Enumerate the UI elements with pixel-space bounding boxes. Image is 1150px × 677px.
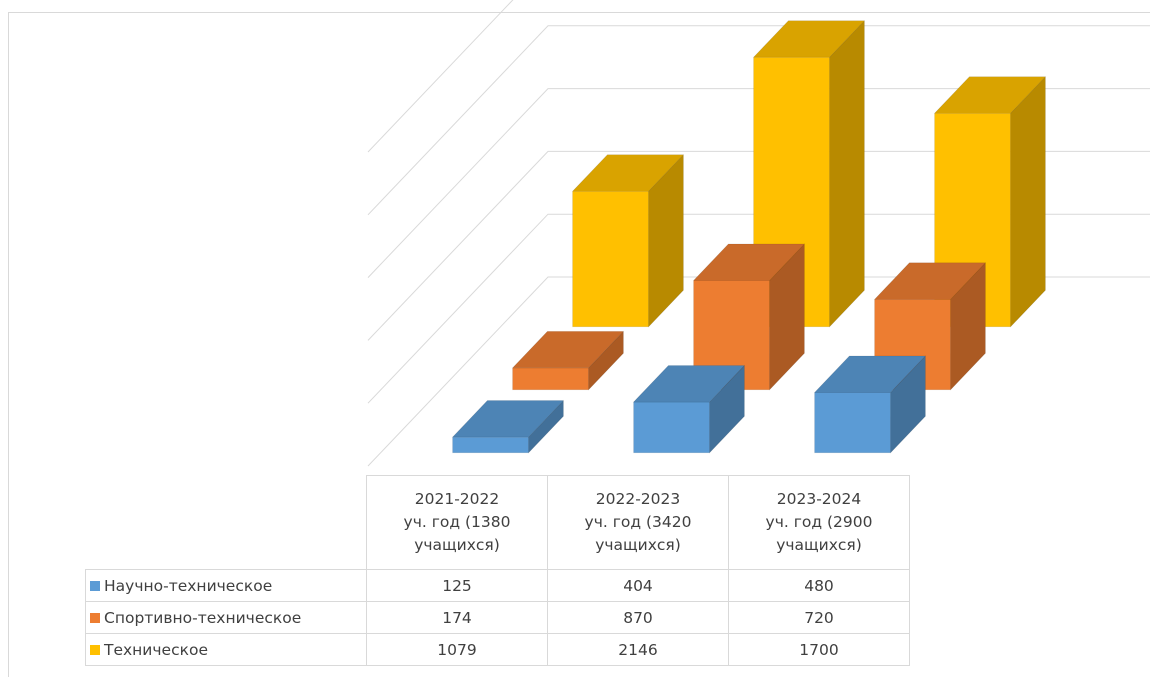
bar (571, 153, 685, 328)
table-header-row: 2021-2022 уч. год (1380 учащихся) 2022-2… (85, 475, 910, 570)
series-label-3: Техническое (85, 633, 367, 666)
series-label-2: Спортивно-техническое (85, 601, 367, 634)
bar-front-face (814, 392, 891, 454)
data-cell: 2146 (547, 633, 729, 666)
bar-top-face (451, 400, 565, 438)
chart-frame (8, 12, 1150, 677)
category-3-line-1: 2023-2024 (776, 490, 862, 508)
legend-swatch-yellow (90, 644, 100, 655)
data-cell: 870 (547, 601, 729, 634)
category-1-line-2: уч. год (1380 (403, 513, 511, 531)
data-cell: 480 (728, 569, 910, 602)
bar-side-face (1010, 75, 1046, 328)
bar-front-face (452, 436, 529, 454)
data-cell: 174 (366, 601, 548, 634)
series-row-tekhnicheskoe: Техническое 1079 2146 1700 (85, 633, 910, 666)
category-label-2: 2022-2023 уч. год (3420 учащихся) (547, 475, 729, 570)
category-label-1: 2021-2022 уч. год (1380 учащихся) (366, 475, 548, 570)
bar-top-face (752, 20, 866, 58)
bar-top-face (692, 243, 806, 281)
bar-front-face (512, 367, 589, 391)
gridline (367, 0, 514, 153)
category-2-line-3: учащихся) (595, 536, 681, 554)
data-cell: 1700 (728, 633, 910, 666)
category-2-line-1: 2022-2023 (595, 490, 681, 508)
bar-top-face (511, 331, 625, 369)
bar (511, 330, 625, 391)
legend-swatch-blue (90, 580, 100, 591)
bar (813, 355, 927, 454)
gridline (367, 25, 1150, 216)
data-cell: 125 (366, 569, 548, 602)
category-1-line-3: учащихся) (414, 536, 500, 554)
bar-front-face (572, 190, 649, 328)
bar (692, 243, 806, 391)
chart-bars (451, 19, 1047, 454)
series-label-1: Научно-техническое (85, 569, 367, 602)
series-row-nauchno: Научно-техническое 125 404 480 (85, 569, 910, 602)
category-3-line-2: уч. год (2900 (765, 513, 873, 531)
bar (451, 399, 565, 454)
bar-top-face (813, 355, 927, 393)
table-corner (85, 475, 367, 570)
bar-top-face (933, 76, 1047, 114)
bar (632, 364, 746, 454)
legend-swatch-orange (90, 612, 100, 623)
bar-top-face (632, 365, 746, 403)
bar-side-face (829, 19, 865, 328)
category-label-3: 2023-2024 уч. год (2900 учащихся) (728, 475, 910, 570)
bar-top-face (873, 262, 987, 300)
category-3-line-3: учащихся) (776, 536, 862, 554)
series-row-sportivno: Спортивно-техническое 174 870 720 (85, 601, 910, 634)
category-1-line-1: 2021-2022 (414, 490, 500, 508)
bar-front-face (633, 401, 710, 454)
bar-top-face (571, 154, 685, 192)
series-name-2: Спортивно-техническое (104, 608, 302, 627)
category-2-line-2: уч. год (3420 (584, 513, 692, 531)
data-table: 2021-2022 уч. год (1380 учащихся) 2022-2… (85, 475, 910, 666)
data-cell: 720 (728, 601, 910, 634)
data-cell: 404 (547, 569, 729, 602)
data-cell: 1079 (366, 633, 548, 666)
series-name-1: Научно-техническое (104, 576, 273, 595)
series-name-3: Техническое (104, 640, 208, 659)
